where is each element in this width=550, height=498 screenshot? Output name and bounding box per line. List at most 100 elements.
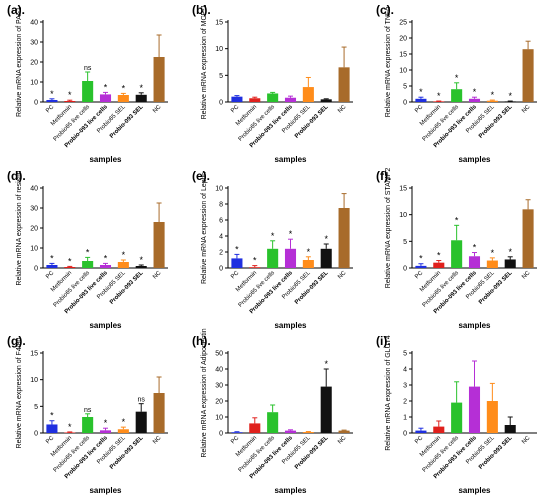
bar — [153, 222, 165, 268]
bar — [284, 248, 297, 268]
y-tick-label: 30 — [30, 206, 38, 213]
y-tick-label: 5 — [403, 239, 407, 246]
y-tick-label: 0 — [34, 100, 38, 107]
x-tick-label: NC — [337, 435, 348, 446]
y-tick-label: 4 — [219, 234, 223, 241]
bar — [284, 97, 297, 102]
chart-panel-8: (h).Relative mRNA expression of Adiponec… — [192, 328, 353, 495]
bar — [231, 258, 243, 268]
y-tick-label: 6 — [219, 218, 223, 225]
x-tick-label: Probio-093 SEL — [294, 270, 330, 306]
x-tick-label: NC — [521, 104, 532, 115]
bar — [320, 386, 332, 433]
significance-label: * — [139, 255, 143, 265]
bar — [468, 256, 481, 268]
x-tick-label: Probio-093 SEL — [478, 104, 514, 140]
y-axis-title: Relative mRNA expression of resistin — [16, 170, 23, 285]
bar — [231, 96, 243, 102]
bar — [99, 265, 112, 268]
x-axis-title: samples — [274, 486, 307, 495]
x-tick-label: NC — [152, 270, 163, 281]
bar — [486, 260, 498, 268]
bar — [451, 402, 463, 433]
bar — [433, 101, 445, 102]
bar — [522, 49, 534, 102]
bar — [504, 259, 516, 268]
x-tick-label: PC — [230, 104, 241, 115]
bar — [249, 98, 261, 102]
y-tick-label: 5 — [403, 351, 407, 358]
y-axis-title: Relative mRNA expression of MCP-1 — [201, 5, 208, 120]
x-tick-label: PC — [45, 270, 56, 281]
chart-panel-2: (b).Relative mRNA expression of MCP-1 0 5 1… — [192, 3, 353, 164]
y-axis-title: Relative mRNA expression of GLUT4 — [385, 335, 392, 451]
y-tick-label: 5 — [219, 73, 223, 80]
y-tick-label: 30 — [30, 40, 38, 47]
x-tick-label: NC — [521, 270, 532, 281]
y-tick-label: 2 — [403, 399, 407, 406]
y-axis-title: Relative mRNA expression of Adiponectin — [201, 328, 208, 457]
y-axis-title: Relative mRNA expression of F4/80 — [16, 337, 23, 448]
significance-label: * — [50, 89, 54, 99]
panel-label: (b). — [192, 3, 211, 17]
bar — [451, 240, 463, 268]
significance-label: * — [508, 91, 512, 101]
y-tick-label: 15 — [399, 186, 407, 193]
significance-label: * — [324, 234, 328, 244]
x-tick-label: NC — [152, 435, 163, 446]
y-tick-label: 0 — [34, 266, 38, 273]
x-tick-label: Probio-093 SEL — [109, 104, 145, 140]
bar — [46, 100, 58, 102]
bar — [64, 432, 76, 433]
y-tick-label: 50 — [215, 351, 223, 358]
bar — [320, 99, 332, 102]
bar — [415, 98, 427, 102]
y-tick-label: 5 — [34, 404, 38, 411]
bar — [522, 209, 534, 268]
y-tick-label: 4 — [403, 367, 407, 374]
y-tick-label: 0 — [403, 100, 407, 107]
panel-label: (h). — [192, 334, 211, 348]
bar — [504, 101, 516, 102]
x-tick-label: PC — [45, 104, 56, 115]
x-axis-title: samples — [89, 486, 122, 495]
significance-label: * — [68, 90, 72, 100]
bar — [82, 81, 94, 102]
chart-panel-6: (f).Relative mRNA expression of STAMP2 0 5… — [376, 168, 537, 330]
significance-label: * — [235, 244, 239, 254]
x-tick-label: Probio-093 SEL — [478, 435, 514, 471]
significance-label: * — [253, 256, 257, 266]
y-tick-label: 0 — [34, 431, 38, 438]
panel-label: (g). — [7, 334, 26, 348]
x-axis-title: samples — [89, 321, 122, 330]
x-axis-title: samples — [89, 155, 122, 164]
x-axis-title: samples — [458, 155, 491, 164]
y-axis-title: Relative mRNA expression of STAMP2 — [385, 168, 392, 289]
chart-panel-5: (e).Relative mRNA expression of Leptin 0 2… — [192, 169, 353, 330]
significance-label: * — [122, 250, 126, 260]
bar — [82, 261, 94, 268]
bar — [46, 424, 58, 433]
significance-label: * — [455, 73, 459, 83]
bar — [415, 265, 427, 268]
y-tick-label: 2 — [219, 250, 223, 257]
bar — [302, 432, 314, 433]
bar — [302, 260, 314, 268]
x-tick-label: PC — [45, 435, 56, 446]
significance-label: * — [437, 91, 441, 101]
bar — [284, 430, 297, 433]
y-axis-title: Relative mRNA expression of TNFα — [385, 7, 392, 118]
bar — [504, 425, 516, 433]
bar — [320, 248, 332, 268]
bar — [267, 248, 279, 268]
bar — [468, 98, 481, 102]
bar — [249, 267, 261, 268]
significance-label: * — [104, 82, 108, 92]
y-tick-label: 10 — [215, 186, 223, 193]
y-tick-label: 20 — [30, 226, 38, 233]
y-tick-label: 10 — [399, 212, 407, 219]
significance-label: * — [50, 253, 54, 263]
x-tick-label: NC — [152, 104, 163, 115]
significance-label: * — [508, 247, 512, 257]
y-tick-label: 10 — [30, 80, 38, 87]
